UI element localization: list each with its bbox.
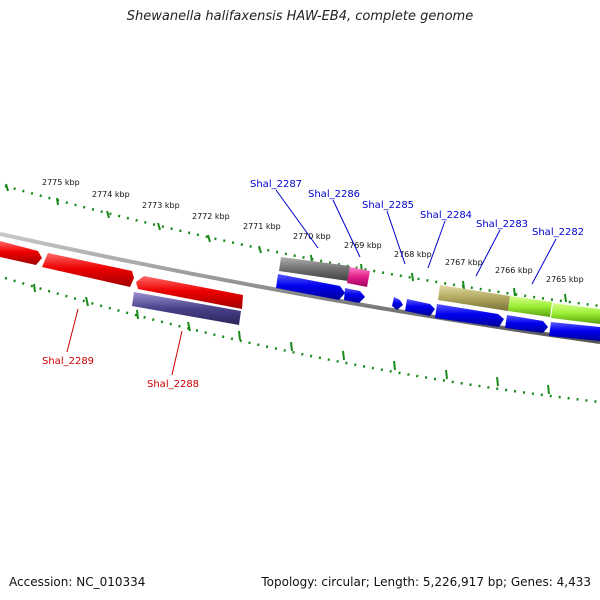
gene-shal-2282-cds[interactable] [505, 315, 548, 333]
gene-label-shal-2288[interactable]: Shal_2288 [147, 379, 199, 390]
gene-label-shal-2289[interactable]: Shal_2289 [42, 356, 94, 367]
inner-major-tick [342, 350, 345, 361]
kbp-label: 2775 kbp [42, 178, 80, 187]
gene-shal-2286-cds[interactable] [344, 288, 365, 303]
gene-labels-bottom: Shal_2289 Shal_2288 [42, 356, 199, 390]
inner-major-tick [290, 341, 293, 352]
map-title: Shewanella halifaxensis HAW-EB4, complet… [126, 9, 474, 24]
gene-label-shal-2285[interactable]: Shal_2285 [362, 200, 414, 211]
callout-line-shal-2283 [475, 229, 501, 277]
kbp-label: 2773 kbp [142, 201, 180, 210]
callout-line-shal-2282 [531, 238, 557, 285]
kbp-label: 2770 kbp [293, 232, 331, 241]
outer-major-tick [56, 197, 59, 206]
inner-major-tick [547, 384, 550, 395]
inner-major-tick [187, 321, 191, 332]
callout-lines-bottom [66, 308, 183, 376]
gene-shal-2290[interactable] [0, 241, 42, 265]
gene-label-shal-2283[interactable]: Shal_2283 [476, 219, 528, 230]
inner-major-ticks [33, 283, 550, 395]
gene-label-shal-2287[interactable]: Shal_2287 [250, 179, 302, 190]
callout-line-shal-2289 [66, 308, 79, 353]
outer-major-tick [462, 280, 465, 290]
inner-major-tick [496, 376, 499, 387]
kbp-label: 2767 kbp [445, 258, 483, 267]
accession-text: Accession: NC_010334 [9, 575, 146, 589]
gene-shal-2287[interactable] [279, 257, 350, 281]
outer-major-tick [5, 183, 9, 192]
kbp-label: 2772 kbp [192, 212, 230, 221]
gene-shal-2282[interactable] [551, 303, 600, 324]
inner-major-tick [393, 360, 396, 371]
inner-major-tick [445, 369, 448, 380]
outer-major-tick [258, 245, 262, 254]
genome-summary-text: Topology: circular; Length: 5,226,917 bp… [261, 575, 591, 589]
gene-shal-2284[interactable] [438, 285, 510, 311]
gene-shal-2288[interactable] [132, 292, 241, 325]
outer-tick-ring [4, 184, 600, 308]
kbp-label: 2765 kbp [546, 275, 584, 284]
inner-major-tick [136, 309, 139, 320]
inner-major-tick [85, 296, 89, 307]
gene-label-shal-2284[interactable]: Shal_2284 [420, 210, 472, 221]
inner-major-tick [238, 330, 241, 341]
callout-lines-top [275, 189, 557, 285]
outer-major-tick [157, 222, 161, 231]
kbp-label: 2766 kbp [495, 266, 533, 275]
gene-shal-2283[interactable] [508, 296, 552, 317]
kbp-label: 2768 kbp [394, 250, 432, 259]
gene-label-shal-2282[interactable]: Shal_2282 [532, 227, 584, 238]
gene-shal-2288-reverse[interactable] [136, 276, 243, 309]
gene-shal-2281-cds[interactable] [549, 322, 600, 341]
gene-shal-2285-cds[interactable] [392, 297, 403, 310]
callout-line-shal-2285 [386, 210, 406, 265]
genome-backbone [0, 232, 600, 344]
callout-line-shal-2287 [275, 189, 319, 249]
gene-shal-2284-cds[interactable] [405, 299, 435, 316]
gene-shal-2283-cds[interactable] [435, 304, 504, 327]
gene-labels-top: Shal_2287 Shal_2286 Shal_2285 Shal_2284 … [250, 179, 584, 238]
callout-line-shal-2286 [332, 199, 361, 258]
outer-major-tick [513, 287, 516, 297]
outer-major-tick [564, 293, 567, 303]
kbp-label: 2771 kbp [243, 222, 281, 231]
outer-major-tick [411, 272, 414, 282]
gene-shal-2286[interactable] [347, 267, 370, 287]
callout-line-shal-2284 [427, 220, 446, 269]
gene-label-shal-2286[interactable]: Shal_2286 [308, 189, 360, 200]
kbp-label: 2774 kbp [92, 190, 130, 199]
callout-line-shal-2288 [171, 330, 183, 376]
kbp-label: 2769 kbp [344, 241, 382, 250]
kbp-label-group: 2775 kbp 2774 kbp 2773 kbp 2772 kbp 2771… [42, 178, 584, 284]
gene-shal-2289[interactable] [42, 253, 134, 287]
outer-major-tick [207, 234, 211, 243]
gene-shal-2287-cds[interactable] [276, 274, 345, 300]
outer-major-ticks [5, 183, 567, 303]
outer-major-tick [106, 210, 110, 219]
inner-major-tick [33, 283, 36, 293]
